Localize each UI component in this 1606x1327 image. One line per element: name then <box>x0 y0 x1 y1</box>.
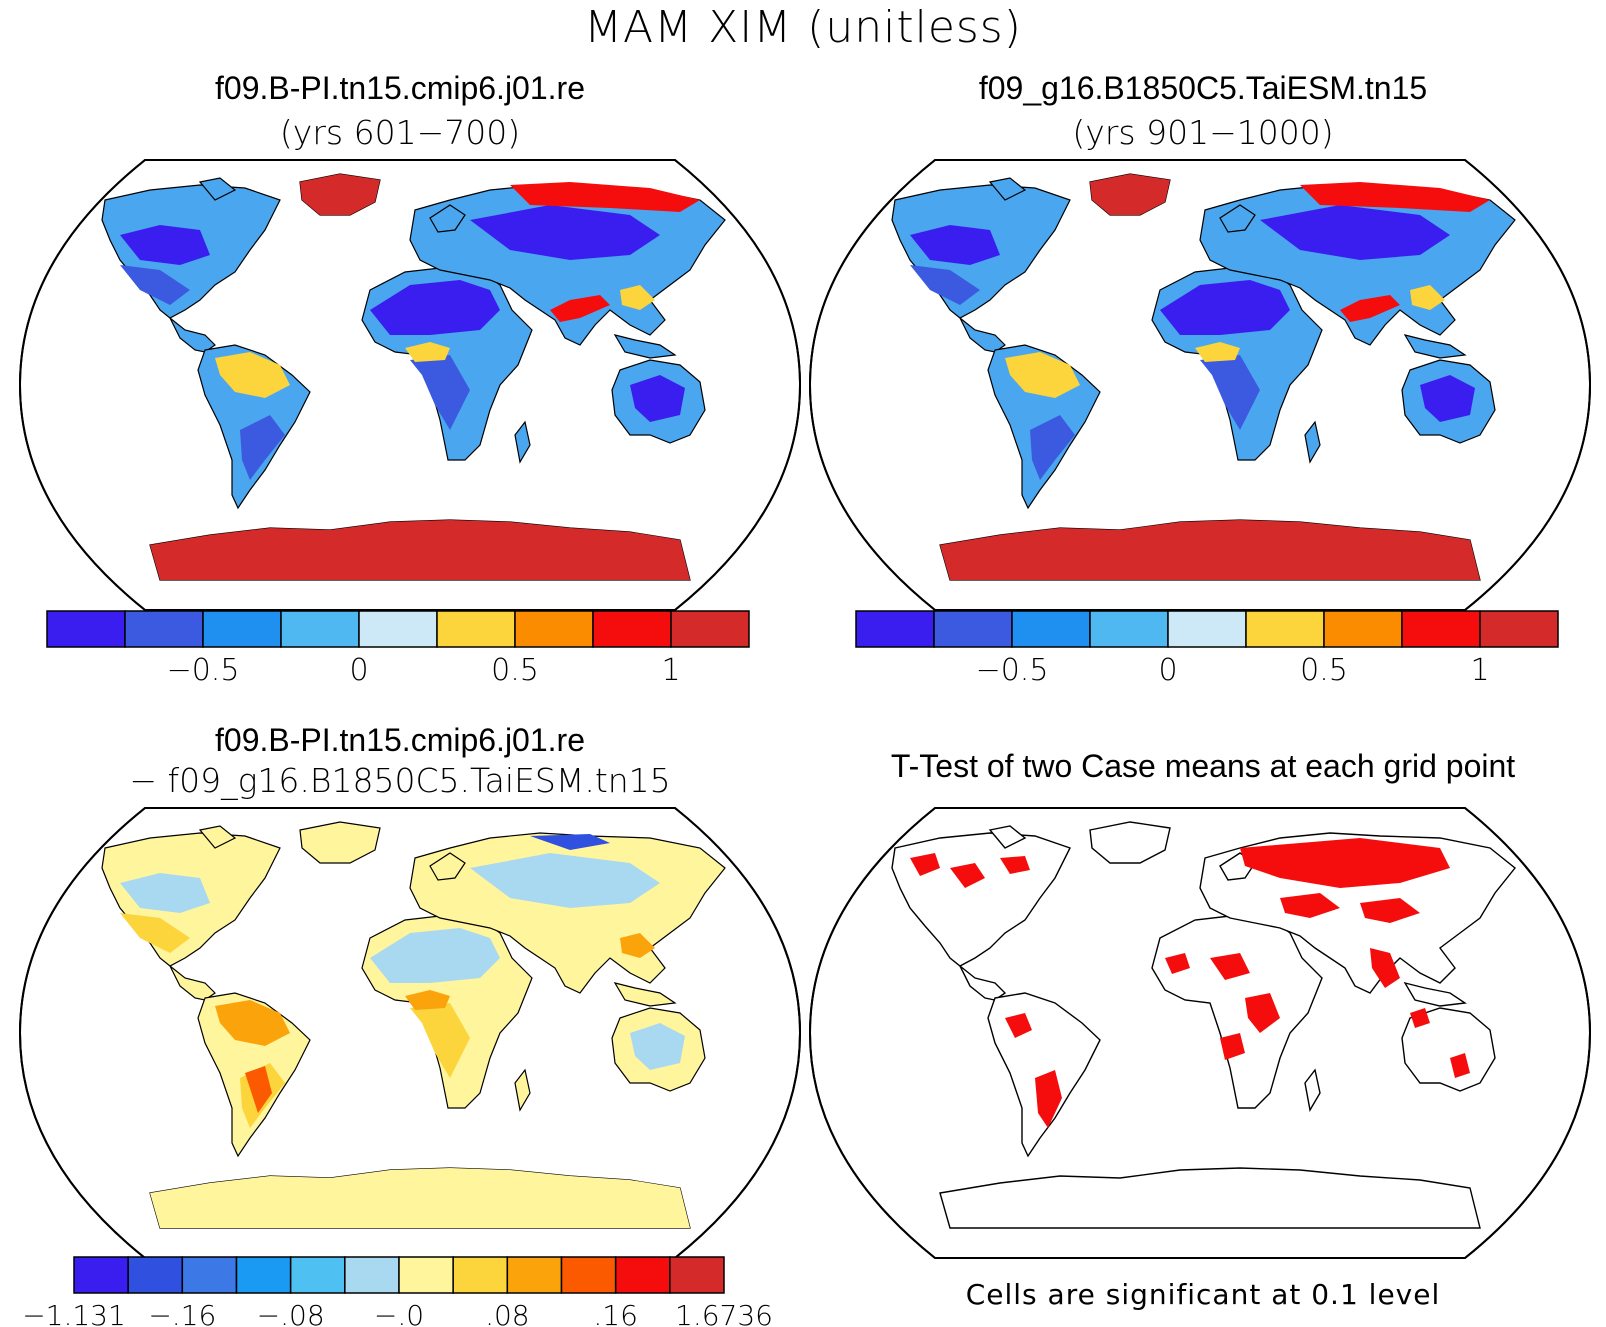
colorbar-swatch <box>1167 610 1247 648</box>
panel1-colorbar: −0.5 0 0.5 1 <box>46 610 750 688</box>
colorbar-swatch <box>46 610 126 648</box>
panel1-title: f09.B-PI.tn15.cmip6.j01.re <box>215 70 585 106</box>
colorbar-swatch <box>452 1256 509 1294</box>
colorbar-tick-label: −.08 <box>257 1299 325 1327</box>
colorbar-swatch <box>436 610 516 648</box>
colorbar-swatch <box>398 1256 454 1294</box>
colorbar-swatch <box>1401 610 1481 648</box>
colorbar-tick-label: 0.5 <box>491 653 539 688</box>
panel4-note: Cells are significant at 0.1 level <box>965 1278 1441 1311</box>
panel3-map <box>18 807 802 1259</box>
colorbar-tick-label: .08 <box>485 1299 530 1327</box>
colorbar-swatch <box>614 1256 671 1294</box>
panel3-title: f09.B-PI.tn15.cmip6.j01.re <box>215 722 585 758</box>
colorbar-swatch <box>670 610 750 648</box>
colorbar-tick-label: −.16 <box>148 1299 216 1327</box>
colorbar-swatch <box>280 610 360 648</box>
colorbar-tick-label: −0.5 <box>167 653 240 688</box>
colorbar-swatch <box>933 610 1013 648</box>
colorbar-swatch <box>1479 610 1559 648</box>
colorbar-swatch <box>235 1256 292 1294</box>
colorbar-swatch <box>289 1256 346 1294</box>
colorbar-tick-label: −1.131 <box>22 1299 126 1327</box>
colorbar-swatch <box>358 610 438 648</box>
panel2-subtitle: (yrs 901−1000) <box>1072 113 1334 152</box>
colorbar-swatch <box>127 1256 184 1294</box>
colorbar-swatch <box>344 1256 400 1294</box>
colorbar-swatch <box>1089 610 1169 648</box>
panel2-title: f09_g16.B1850C5.TaiESM.tn15 <box>978 70 1428 106</box>
colorbar-tick-label: 0.5 <box>1300 653 1348 688</box>
colorbar-tick-label: 0 <box>349 653 368 688</box>
colorbar-tick-label: 1 <box>1470 653 1489 688</box>
colorbar-tick-label: −.0 <box>374 1299 424 1327</box>
colorbar-tick-label: −0.5 <box>976 653 1049 688</box>
colorbar-swatch <box>1011 610 1091 648</box>
colorbar-swatch <box>514 610 594 648</box>
panel1-map <box>18 159 802 611</box>
panel4-title: T-Test of two Case means at each grid po… <box>890 748 1516 784</box>
panel1-subtitle: (yrs 601−700) <box>279 113 521 152</box>
panel3-subtitle: − f09_g16.B1850C5.TaiESM.tn15 <box>129 761 671 800</box>
panel4-map <box>808 807 1592 1259</box>
panel2-map <box>808 159 1592 611</box>
colorbar-swatch <box>592 610 672 648</box>
colorbar-swatch <box>124 610 204 648</box>
colorbar-swatch <box>1323 610 1403 648</box>
colorbar-swatch <box>73 1256 129 1294</box>
colorbar-swatch <box>669 1256 725 1294</box>
colorbar-tick-label: 0 <box>1158 653 1177 688</box>
colorbar-swatch <box>181 1256 238 1294</box>
colorbar-swatch <box>855 610 935 648</box>
colorbar-tick-label: .16 <box>593 1299 638 1327</box>
panel2-colorbar: −0.5 0 0.5 1 <box>855 610 1559 688</box>
colorbar-swatch <box>202 610 282 648</box>
panel3-colorbar: −1.131 −.16 −.08 −.0 .08 .16 1.6736 <box>22 1256 773 1327</box>
colorbar-swatch <box>506 1256 563 1294</box>
colorbar-tick-label: 1 <box>661 653 680 688</box>
colorbar-tick-label: 1.6736 <box>675 1299 773 1327</box>
colorbar-swatch <box>1245 610 1325 648</box>
colorbar-swatch <box>560 1256 617 1294</box>
figure-title: MAM XIM (unitless) <box>584 2 1022 53</box>
